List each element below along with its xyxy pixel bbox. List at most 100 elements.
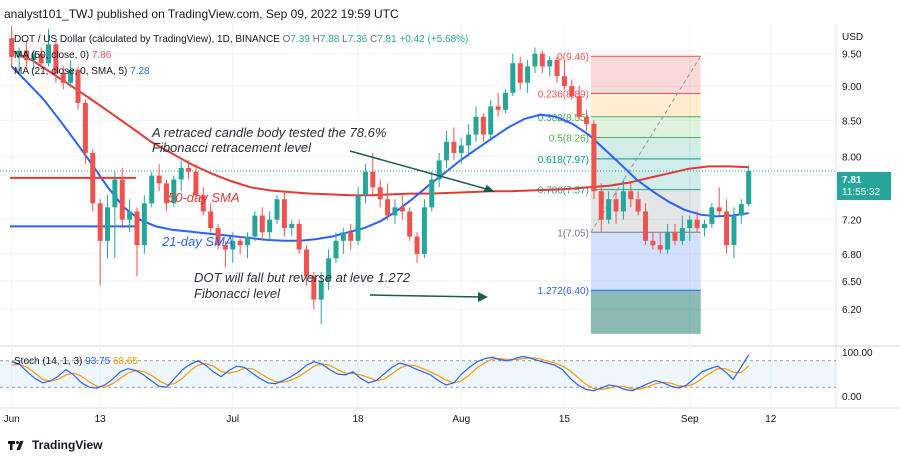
candle-body — [606, 199, 612, 220]
candle-body — [82, 102, 88, 153]
time-tick-label: 13 — [95, 414, 107, 425]
candle-body — [362, 171, 368, 196]
candle-body — [687, 219, 693, 229]
legend-ma50-label: MA (50, close, 0) — [14, 50, 90, 61]
candle-body — [495, 106, 501, 110]
candle-body — [23, 50, 29, 61]
candle-body — [451, 141, 457, 153]
fibonacci-retracement[interactable]: 0(9.46) 0.236(8.89) 0.382(8.55) 0.5(8.26) 0.… — [538, 52, 702, 334]
candle-body — [650, 240, 656, 246]
price-pane[interactable] — [0, 24, 836, 346]
candle-body — [709, 207, 715, 224]
sma50-label: 50-day SMA — [168, 190, 240, 205]
fib-level-label: 0.618(7.97) — [538, 155, 589, 166]
legend-symbol-row[interactable]: DOT / US Dollar (calculated by TradingVi… — [14, 34, 468, 45]
legend-close: 7.81 — [377, 34, 397, 45]
legend-symbol: DOT / US Dollar (calculated by TradingVi… — [14, 34, 280, 45]
bar-countdown: 11:55:32 — [842, 187, 881, 198]
candle-body — [377, 187, 383, 200]
candle-body — [620, 191, 626, 212]
candle-body — [628, 191, 634, 200]
candle-body — [222, 245, 228, 250]
candle-body — [97, 203, 103, 241]
candle-body — [635, 199, 641, 212]
legend-ma21-row[interactable]: MA (21, close, 0, SMA, 5) 7.28 — [14, 66, 150, 77]
candle-body — [665, 232, 671, 250]
candle-body — [480, 116, 486, 135]
candle-body — [333, 240, 339, 259]
time-tick-label: 15 — [559, 414, 571, 425]
candle-body — [539, 53, 545, 67]
candle-body — [119, 179, 125, 220]
fib-band — [590, 93, 701, 117]
candle-body — [112, 179, 118, 208]
annotation-arrow-2 — [369, 294, 483, 298]
time-tick-label: Jun — [4, 414, 20, 425]
candle-body — [296, 223, 302, 250]
price-tick-label: 6.20 — [842, 305, 862, 316]
candle-body — [392, 207, 398, 216]
candle-body — [178, 167, 184, 180]
candle-body — [525, 66, 531, 83]
time-tick-label: Aug — [452, 414, 470, 425]
stoch-k-line — [11, 354, 750, 392]
candle-body — [245, 236, 251, 246]
candle-body — [746, 170, 752, 205]
candle-body — [355, 195, 361, 241]
chart-canvas[interactable]: 0(9.46) 0.236(8.89) 0.382(8.55) 0.5(8.26) 0.… — [0, 24, 900, 432]
last-price-value: 7.81 — [842, 175, 862, 186]
candle-body — [532, 53, 538, 67]
candle-body — [127, 211, 133, 220]
legend-ma50-row[interactable]: MA (50, close, 0) 7.86 — [14, 50, 111, 61]
candle-body — [259, 215, 265, 233]
legend-stoch-label: Stoch (14, 1, 3) — [14, 356, 83, 367]
candle-body — [348, 232, 354, 241]
candle-body — [643, 211, 649, 241]
candlesticks[interactable] — [9, 26, 752, 324]
legend-low: 7.36 — [347, 34, 368, 45]
legend-stoch-row[interactable]: Stoch (14, 1, 3) 93.75 68.65 — [14, 356, 138, 367]
candle-body — [267, 219, 273, 233]
candle-body — [90, 152, 96, 204]
candle-body — [429, 179, 435, 208]
candle-body — [517, 63, 523, 83]
candle-body — [318, 280, 324, 300]
time-tick-label: 12 — [765, 414, 777, 425]
annotation-forecast-line2: Fibonacci level — [194, 286, 281, 301]
legend-c-label: C — [369, 34, 378, 45]
fib-extension-band — [590, 290, 701, 334]
annotation-forecast[interactable]: DOT will fall but reverse at leve 1.272 … — [194, 270, 488, 302]
candle-body — [672, 232, 678, 241]
tradingview-logo-icon — [8, 441, 24, 450]
candle-body — [303, 249, 309, 277]
stoch-tick-label: 100.00 — [842, 348, 873, 359]
tradingview-footer[interactable]: TradingView — [8, 436, 102, 454]
candle-body — [421, 207, 427, 254]
legend-l-label: L — [342, 34, 348, 45]
legend-open: 7.39 — [290, 34, 310, 45]
candle-body — [458, 145, 464, 153]
annotation-arrowhead-1 — [483, 185, 495, 192]
annotation-arrow-1 — [349, 150, 491, 191]
candle-body — [598, 191, 604, 220]
published-header: analyst101_TWJ published on TradingView.… — [4, 7, 399, 21]
candle-body — [591, 123, 597, 192]
candle-body — [208, 211, 214, 229]
candle-body — [141, 203, 147, 246]
candle-body — [171, 179, 177, 204]
candle-body — [326, 258, 332, 281]
fib-band — [590, 158, 701, 190]
annotation-retrace-line1: A retraced candle body tested the 78.6% — [151, 125, 386, 140]
candle-body — [104, 207, 110, 241]
price-tick-label: 8.50 — [842, 116, 862, 127]
price-tick-label: 6.50 — [842, 277, 862, 288]
price-tick-label: 6.80 — [842, 250, 862, 261]
fib-level-label: 0.5(8.26) — [549, 133, 589, 144]
legend-ma50-value: 7.86 — [91, 50, 112, 61]
candle-body — [68, 69, 74, 83]
annotation-retrace[interactable]: A retraced candle body tested the 78.6% … — [151, 125, 495, 192]
candle-body — [701, 223, 707, 229]
stochastic-pane[interactable] — [0, 354, 836, 392]
candle-body — [738, 204, 744, 216]
fib-band — [590, 137, 701, 159]
